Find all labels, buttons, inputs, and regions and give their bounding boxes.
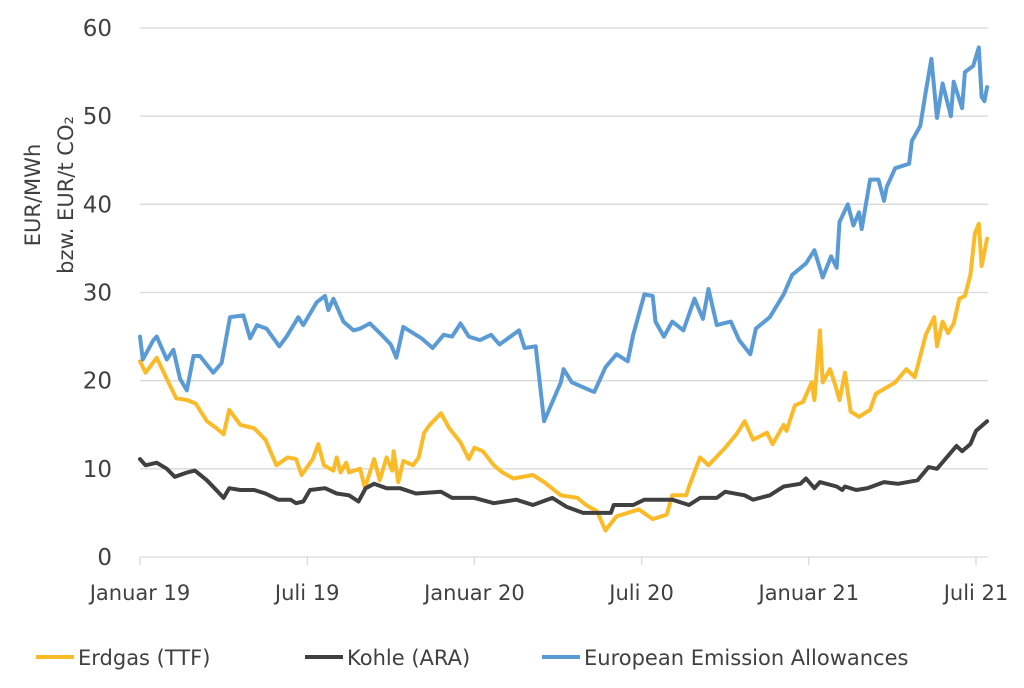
x-tick-label: Januar 21	[757, 581, 860, 605]
series-line-kohle-ara	[138, 419, 990, 515]
y-axis-ticks: 0 10 20 30 40 50 60	[83, 16, 112, 571]
legend-label: Erdgas (TTF)	[78, 646, 210, 670]
x-axis: Januar 19 Juli 19 Januar 20 Juli 20 Januar 2…	[88, 556, 1009, 605]
y-tick-label: 20	[83, 369, 112, 395]
y-tick-label: 40	[83, 192, 112, 218]
legend-label: European Emission Allowances	[584, 646, 908, 670]
gridlines	[140, 27, 988, 470]
y-tick-label: 50	[83, 104, 112, 130]
y-tick-label: 0	[97, 545, 112, 571]
x-tick-label: Juli 19	[273, 581, 340, 605]
x-tick-label: Juli 20	[607, 581, 674, 605]
y-tick-label: 10	[83, 457, 112, 483]
y-axis-label: EUR/MWh bzw. EUR/t CO₂	[21, 116, 78, 274]
y-tick-label: 60	[83, 16, 112, 42]
y-tick-label: 30	[83, 281, 112, 307]
x-tick-label: Januar 19	[88, 581, 191, 605]
y-axis-label-line-1: EUR/MWh	[21, 144, 45, 247]
series-lines	[138, 45, 990, 533]
legend: Erdgas (TTF) Kohle (ARA) European Emission…	[36, 646, 908, 670]
x-tick-label: Juli 21	[942, 581, 1009, 605]
series-line-european-emission-allowances	[138, 45, 990, 424]
legend-label: Kohle (ARA)	[347, 646, 470, 670]
y-axis-label-line-2: bzw. EUR/t CO₂	[54, 116, 78, 274]
series-line-erdgas-ttf	[138, 221, 990, 533]
x-tick-label: Januar 20	[422, 581, 525, 605]
